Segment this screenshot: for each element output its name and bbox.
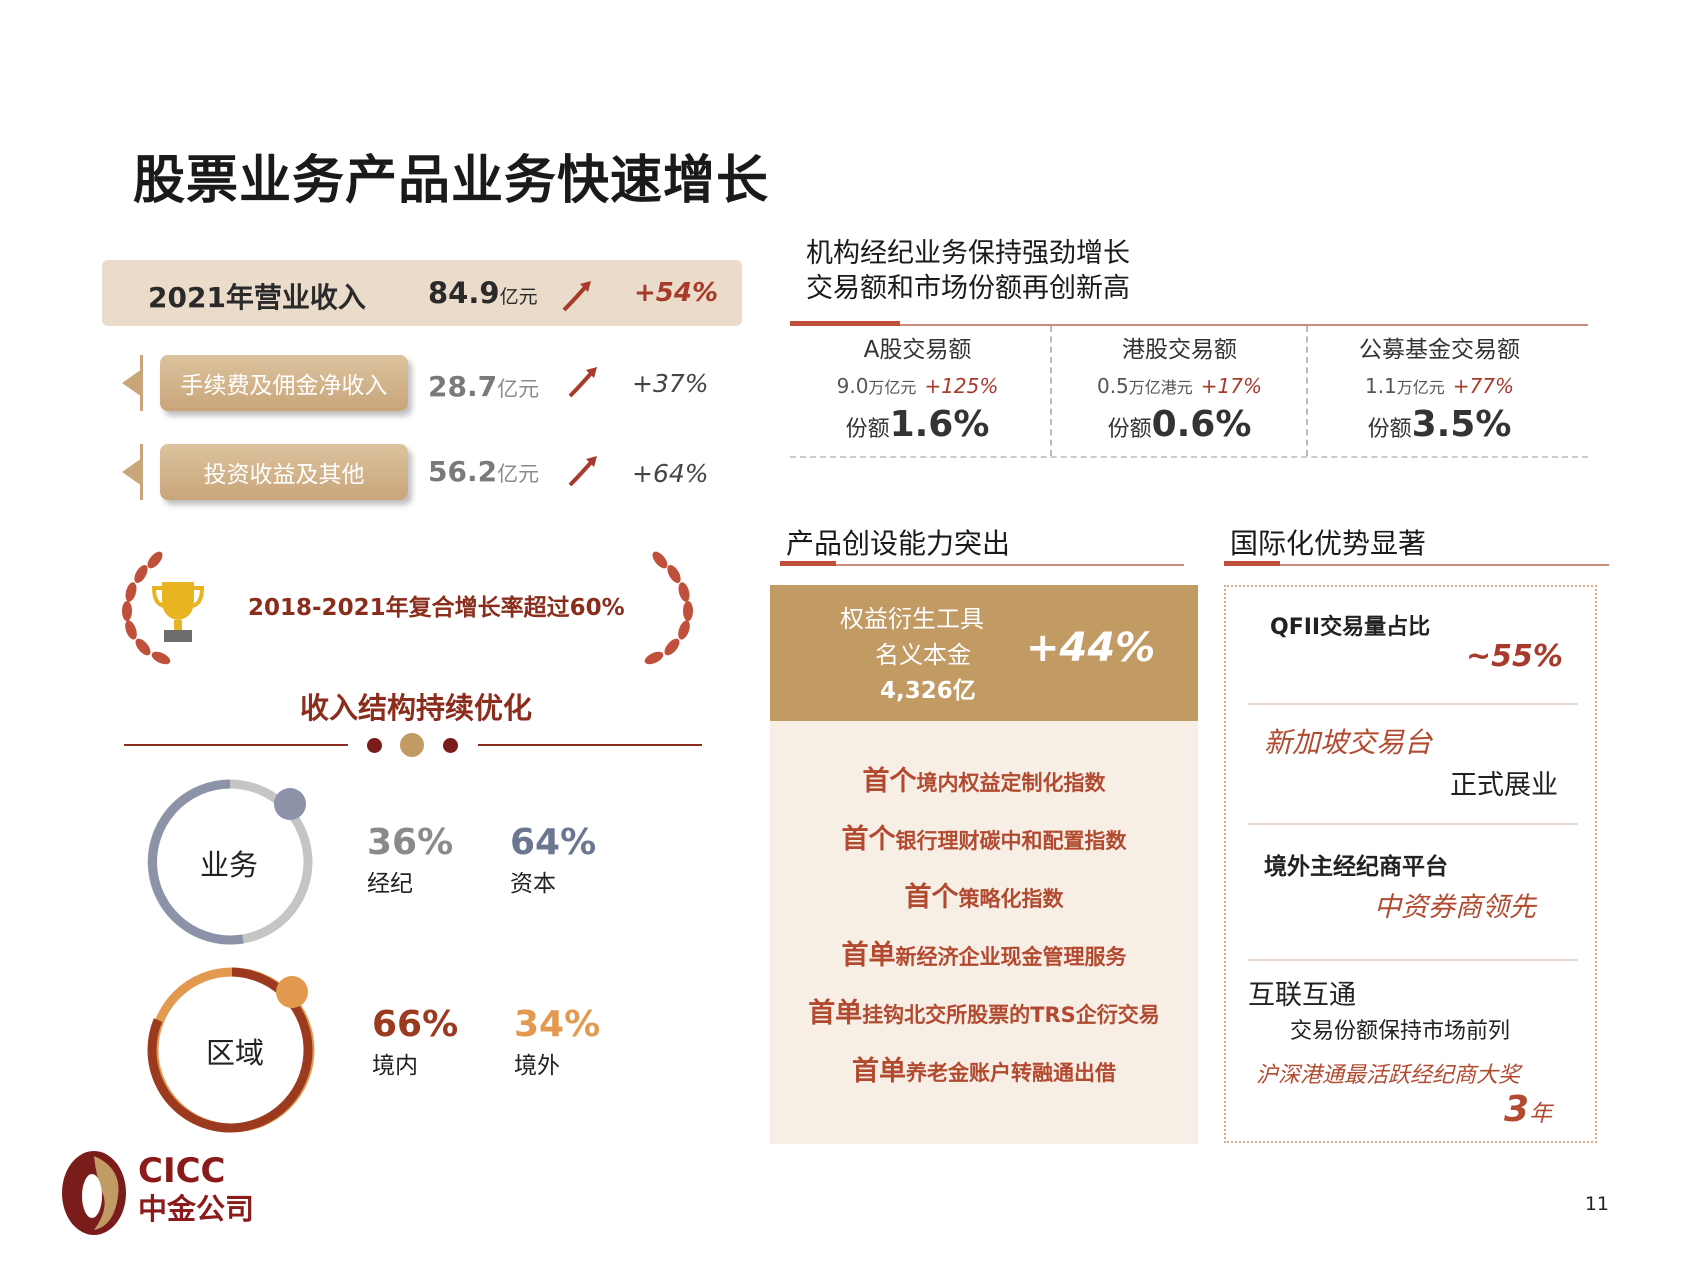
divider	[1306, 326, 1308, 456]
international-panel: QFII交易量占比 ~55% 新加坡交易台 正式展业 境外主经纪商平台 中资券商…	[1224, 585, 1597, 1143]
divider	[140, 444, 143, 500]
trophy-icon	[151, 582, 205, 642]
international-title: 国际化优势显著	[1230, 527, 1427, 560]
divider	[1248, 703, 1578, 705]
accent-bar	[790, 321, 900, 326]
divider	[1224, 564, 1609, 566]
hk-share-column: 港股交易额 0.5万亿港元 +17% 份额0.6%	[1096, 337, 1263, 445]
laurel-right-icon	[644, 551, 693, 665]
connect-award: 沪深港通最活跃经纪商大奖	[1256, 1063, 1521, 1088]
cagr-text: 2018-2021年复合增长率超过60%	[248, 595, 625, 621]
domestic-label: 境内	[372, 1053, 418, 1079]
product-title: 产品创设能力突出	[786, 527, 1011, 560]
pointer-icon	[122, 458, 142, 486]
business-ring-label: 业务	[200, 848, 259, 882]
structure-title: 收入结构持续优化	[300, 691, 533, 725]
qfii-value: ~55%	[1466, 639, 1563, 674]
qfii-label: QFII交易量占比	[1270, 615, 1431, 640]
revenue-label: 2021年营业收入	[148, 281, 366, 314]
region-ring-label: 区域	[206, 1036, 265, 1070]
brokerage-label: 经纪	[367, 871, 413, 897]
divider	[1248, 823, 1578, 825]
divider	[790, 456, 1588, 458]
first-item: 首个境内权益定制化指数	[862, 766, 1106, 797]
first-item: 首单挂钩北交所股票的TRS企衍交易	[808, 998, 1160, 1029]
fee-commission-value: 28.7亿元	[428, 370, 540, 403]
cicc-logo-icon	[62, 1151, 126, 1235]
growth-arrow-icon	[562, 281, 591, 312]
first-item: 首单养老金账户转融通出借	[852, 1056, 1116, 1087]
investment-income-pill: 投资收益及其他	[160, 444, 408, 500]
growth-arrow-icon	[568, 367, 597, 398]
prime-broker-leading: 中资券商领先	[1374, 892, 1536, 923]
first-item: 首单新经济企业现金管理服务	[841, 940, 1127, 971]
connect-years: 3年	[1504, 1089, 1553, 1130]
a-share-column: A股交易额 9.0万亿元 +125% 份额1.6%	[836, 337, 999, 445]
decor-dot	[443, 738, 458, 753]
divider	[790, 324, 1588, 326]
capital-label: 资本	[510, 871, 556, 897]
investment-income-growth: +64%	[632, 459, 709, 488]
first-item: 首个银行理财碳中和配置指数	[841, 824, 1127, 855]
singapore-launch: 正式展业	[1450, 770, 1558, 801]
capital-pct: 64%	[510, 822, 597, 863]
institutional-title: 机构经纪业务保持强劲增长 交易额和市场份额再创新高	[806, 238, 1130, 304]
accent-bar	[780, 561, 836, 566]
accent-bar	[1224, 561, 1280, 566]
fee-commission-growth: +37%	[632, 369, 709, 398]
product-firsts-panel: 首个境内权益定制化指数 首个银行理财碳中和配置指数 首个策略化指数 首单新经济企…	[770, 721, 1198, 1144]
page-number: 11	[1584, 1193, 1609, 1215]
region-ring	[147, 967, 315, 1133]
connect-title: 互联互通	[1248, 980, 1356, 1011]
prime-broker-label: 境外主经纪商平台	[1264, 854, 1448, 880]
singapore-desk: 新加坡交易台	[1264, 726, 1433, 759]
cicc-logo-text: CICC 中金公司	[138, 1151, 255, 1226]
divider	[478, 744, 702, 746]
equity-derivatives-highlight: 权益衍生工具 名义本金 4,326亿 +44%	[770, 585, 1198, 721]
growth-arrow-icon	[568, 456, 597, 487]
overseas-label: 境外	[514, 1053, 560, 1079]
overseas-pct: 34%	[514, 1004, 601, 1045]
revenue-banner: 2021年营业收入 84.9亿元 +54%	[102, 260, 742, 326]
pointer-icon	[122, 369, 142, 397]
divider	[1050, 326, 1052, 456]
brokerage-pct: 36%	[367, 822, 454, 863]
fee-commission-pill: 手续费及佣金净收入	[160, 355, 408, 411]
domestic-pct: 66%	[372, 1004, 459, 1045]
divider	[140, 355, 143, 411]
decor-dot	[400, 733, 424, 757]
connect-share: 交易份额保持市场前列	[1290, 1019, 1511, 1044]
divider	[124, 744, 348, 746]
first-item: 首个策略化指数	[904, 882, 1064, 913]
divider	[780, 564, 1184, 566]
revenue-value: 84.9亿元	[428, 276, 538, 310]
divider	[1248, 959, 1578, 961]
business-ring	[147, 779, 313, 945]
decor-dot	[367, 738, 382, 753]
mutual-fund-column: 公募基金交易额 1.1万亿元 +77% 份额3.5%	[1359, 337, 1520, 445]
laurel-left-icon	[122, 551, 171, 665]
investment-income-value: 56.2亿元	[428, 455, 540, 488]
page-title: 股票业务产品业务快速增长	[133, 151, 770, 211]
revenue-growth: +54%	[634, 278, 719, 308]
